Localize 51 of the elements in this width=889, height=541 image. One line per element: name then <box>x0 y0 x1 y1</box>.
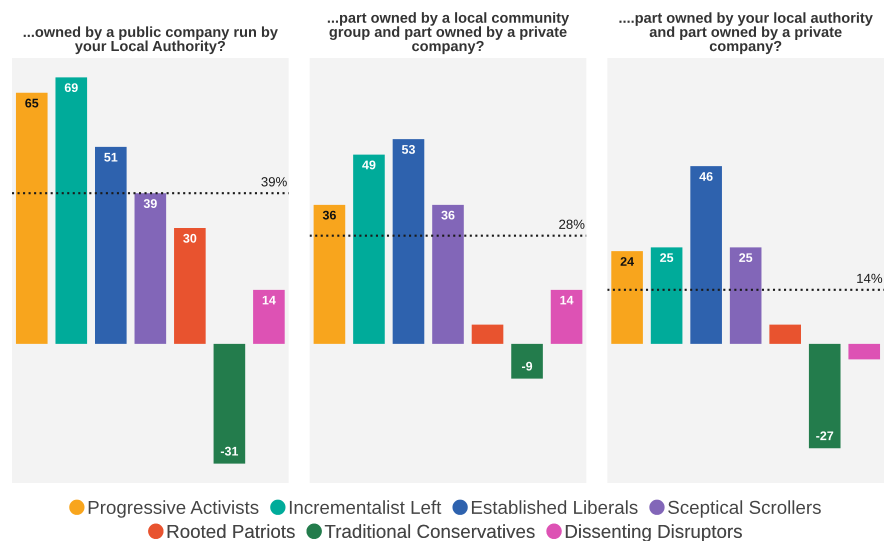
data-label: 14 <box>262 296 276 304</box>
chart-title: ....part owned by your local authority and part owned by a private company? <box>619 12 873 54</box>
ref-line-label: 39% <box>261 177 287 186</box>
bar <box>730 247 762 344</box>
legend-label: Traditional Conservatives <box>324 524 535 538</box>
data-label: 14 <box>560 296 574 304</box>
data-label: 46 <box>699 172 713 181</box>
bar <box>650 247 682 344</box>
bar <box>253 290 285 344</box>
bar <box>314 204 346 344</box>
legend-label: Rooted Patriots <box>168 524 295 538</box>
data-label: 49 <box>362 160 376 170</box>
data-label: 25 <box>739 253 752 262</box>
bar <box>848 344 880 360</box>
bar <box>690 166 722 344</box>
bar <box>769 324 801 344</box>
data-label: -27 <box>816 431 834 440</box>
chart-title: ...owned by a public company run by your Local Authority? <box>24 26 278 54</box>
bar <box>550 290 582 344</box>
chart-title: ...part owned by a local community group and part owned by a private company? <box>328 12 570 54</box>
bar <box>134 193 166 344</box>
bar <box>511 344 543 379</box>
bar <box>472 324 504 344</box>
bar <box>611 251 643 344</box>
bar <box>392 139 424 344</box>
bar <box>214 344 246 464</box>
data-label: 39 <box>144 199 157 208</box>
data-label: 24 <box>620 257 634 266</box>
ref-line-label: 28% <box>559 220 584 229</box>
legend-label: Sceptical Scrollers <box>668 500 821 518</box>
bar <box>432 204 464 344</box>
legend-label: Established Liberals <box>472 500 638 514</box>
data-label: 65 <box>25 98 38 108</box>
bar <box>808 344 841 448</box>
data-label: 36 <box>322 210 336 220</box>
bar <box>16 92 48 344</box>
data-label: 51 <box>104 152 118 162</box>
legend-label: Incrementalist Left <box>290 500 442 514</box>
bar <box>95 146 127 344</box>
data-label: -31 <box>220 446 238 456</box>
data-label: 53 <box>402 145 415 154</box>
data-label: 30 <box>183 234 196 243</box>
bar <box>353 154 385 344</box>
ref-line-label: 14% <box>857 274 882 283</box>
data-label: 25 <box>660 253 674 262</box>
data-label: -9 <box>522 362 532 371</box>
data-label: 36 <box>441 210 454 220</box>
bar <box>55 77 88 344</box>
legend-label: Progressive Activists <box>88 500 258 518</box>
data-label: 69 <box>64 83 78 92</box>
bar <box>174 228 206 344</box>
